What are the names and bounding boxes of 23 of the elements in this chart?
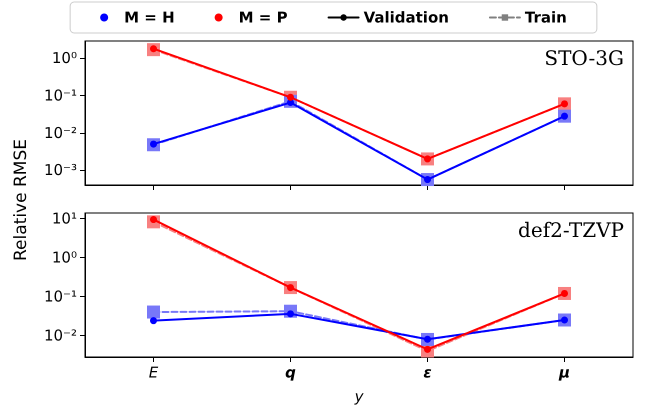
legend-label: M = H — [124, 8, 175, 26]
point — [150, 317, 157, 324]
point — [147, 306, 160, 319]
chart-title: STO-3G — [544, 46, 624, 70]
y-tick-label: 10⁻³ — [44, 161, 77, 180]
y-tick-label: 10¹ — [52, 210, 77, 228]
x-axis-title: y — [354, 388, 365, 406]
y-axis-title: Relative RMSE — [11, 139, 31, 261]
x-tick-label: q — [285, 364, 296, 382]
chart-title: def2-TZVP — [518, 218, 624, 242]
x-tick-label: E — [148, 364, 159, 382]
x-tick-label: ε — [423, 364, 432, 382]
y-tick-label: 10⁰ — [52, 248, 77, 267]
y-tick-label: 10⁻² — [44, 124, 77, 142]
y-tick-label: 10⁰ — [52, 49, 77, 68]
legend-label: M = P — [238, 8, 288, 26]
x-tick-label: μ — [558, 364, 570, 382]
point — [287, 94, 294, 101]
legend-label: Train — [524, 8, 567, 26]
y-tick-label: 10⁻¹ — [44, 288, 77, 306]
legend-label: Validation — [364, 8, 449, 26]
y-tick-label: 10⁻² — [44, 326, 77, 344]
y-tick-label: 10⁻¹ — [44, 86, 77, 105]
